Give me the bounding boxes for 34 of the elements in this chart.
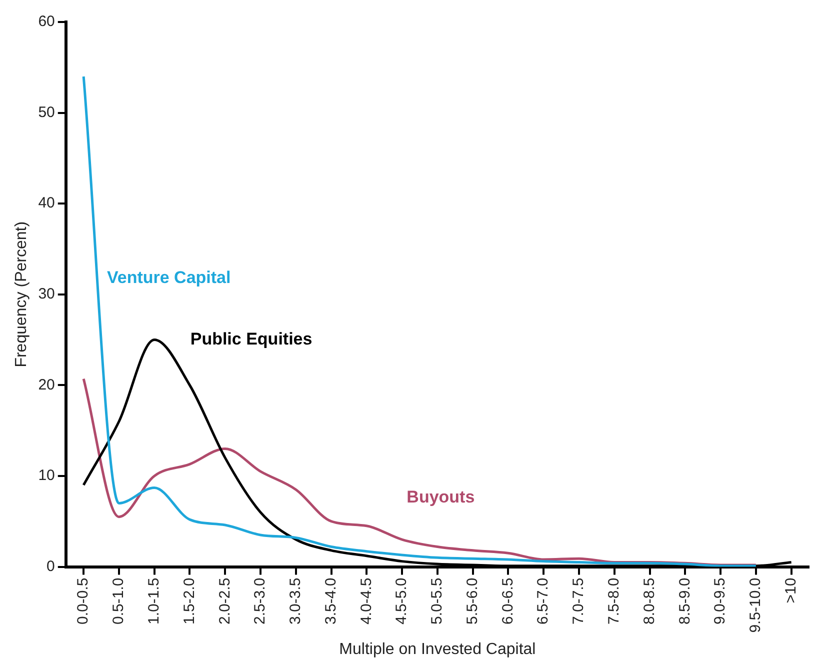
series-label: Buyouts	[406, 488, 475, 507]
x-tick-label: 2.0-2.5	[216, 578, 234, 624]
y-tick-label: 20	[38, 376, 55, 394]
x-tick-label: 4.5-5.0	[393, 578, 410, 624]
y-tick-label: 10	[38, 467, 55, 484]
x-tick-label: 0.5-1.0	[110, 578, 128, 624]
y-tick-label: 40	[38, 194, 55, 212]
y-tick-label: 0	[46, 558, 55, 575]
x-tick-label: 7.5-8.0	[606, 578, 623, 624]
x-tick-label: 6.0-6.5	[499, 578, 516, 624]
x-tick-label: 8.5-9.0	[676, 578, 694, 624]
x-tick-label: 5.0-5.5	[428, 578, 446, 624]
x-tick-label: 0.0-0.5	[74, 578, 92, 624]
line-series	[82, 75, 758, 567]
x-tick-label: 3.0-3.5	[287, 578, 304, 624]
y-axis-title: Frequency (Percent)	[13, 221, 30, 368]
x-tick-label: 1.0-1.5	[145, 578, 162, 624]
x-tick-label: >10	[782, 578, 800, 604]
x-tick-label: 6.5-7.0	[534, 578, 552, 624]
series-label: Venture Capital	[106, 268, 231, 287]
x-tick-label: 5.5-6.0	[464, 578, 481, 624]
x-tick-label: 7.0-7.5	[570, 578, 588, 624]
x-tick-label: 1.5-2.0	[180, 578, 198, 624]
x-tick-label: 9.0-9.5	[712, 578, 729, 624]
x-tick-label: 4.0-4.5	[358, 578, 375, 624]
y-tick-label: 50	[38, 104, 55, 121]
y-tick-label: 30	[38, 286, 55, 303]
x-tick-label: 8.0-8.5	[640, 578, 658, 624]
x-tick-label: 3.5-4.0	[322, 578, 340, 624]
series-label: Public Equities	[190, 329, 312, 348]
y-tick-label: 60	[38, 13, 55, 30]
x-tick-label: 2.5-3.0	[252, 578, 269, 624]
x-tick-label: 9.5-10.0	[747, 578, 764, 633]
x-axis-title: Multiple on Invested Capital	[339, 640, 536, 658]
